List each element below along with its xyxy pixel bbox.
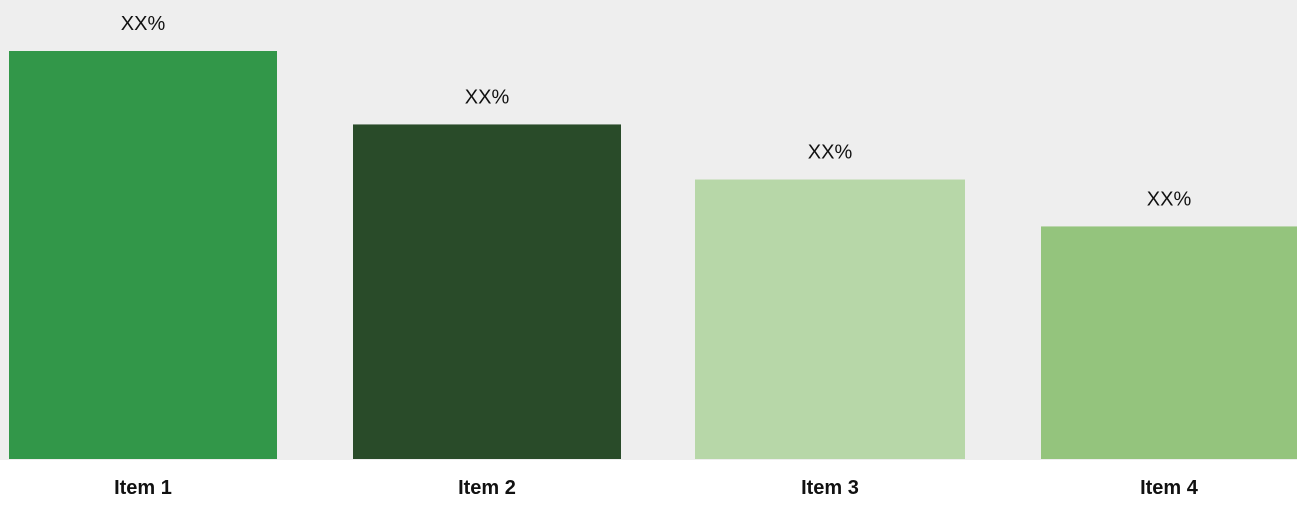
category-label-2: Item 2 — [458, 477, 516, 499]
data-label-1: XX% — [121, 13, 166, 35]
bars-group — [9, 51, 1297, 459]
data-label-2: XX% — [465, 86, 510, 108]
category-label-3: Item 3 — [801, 477, 859, 499]
bar-2 — [353, 124, 621, 459]
category-label-4: Item 4 — [1140, 477, 1199, 499]
data-label-4: XX% — [1147, 188, 1192, 210]
bar-3 — [695, 179, 965, 459]
bar-1 — [9, 51, 277, 459]
category-labels-group: Item 1 Item 2 Item 3 Item 4 — [114, 477, 1199, 499]
bar-4 — [1041, 226, 1297, 459]
data-label-3: XX% — [808, 142, 853, 164]
category-label-1: Item 1 — [114, 477, 172, 499]
data-labels-group: XX% XX% XX% XX% — [121, 13, 1192, 210]
